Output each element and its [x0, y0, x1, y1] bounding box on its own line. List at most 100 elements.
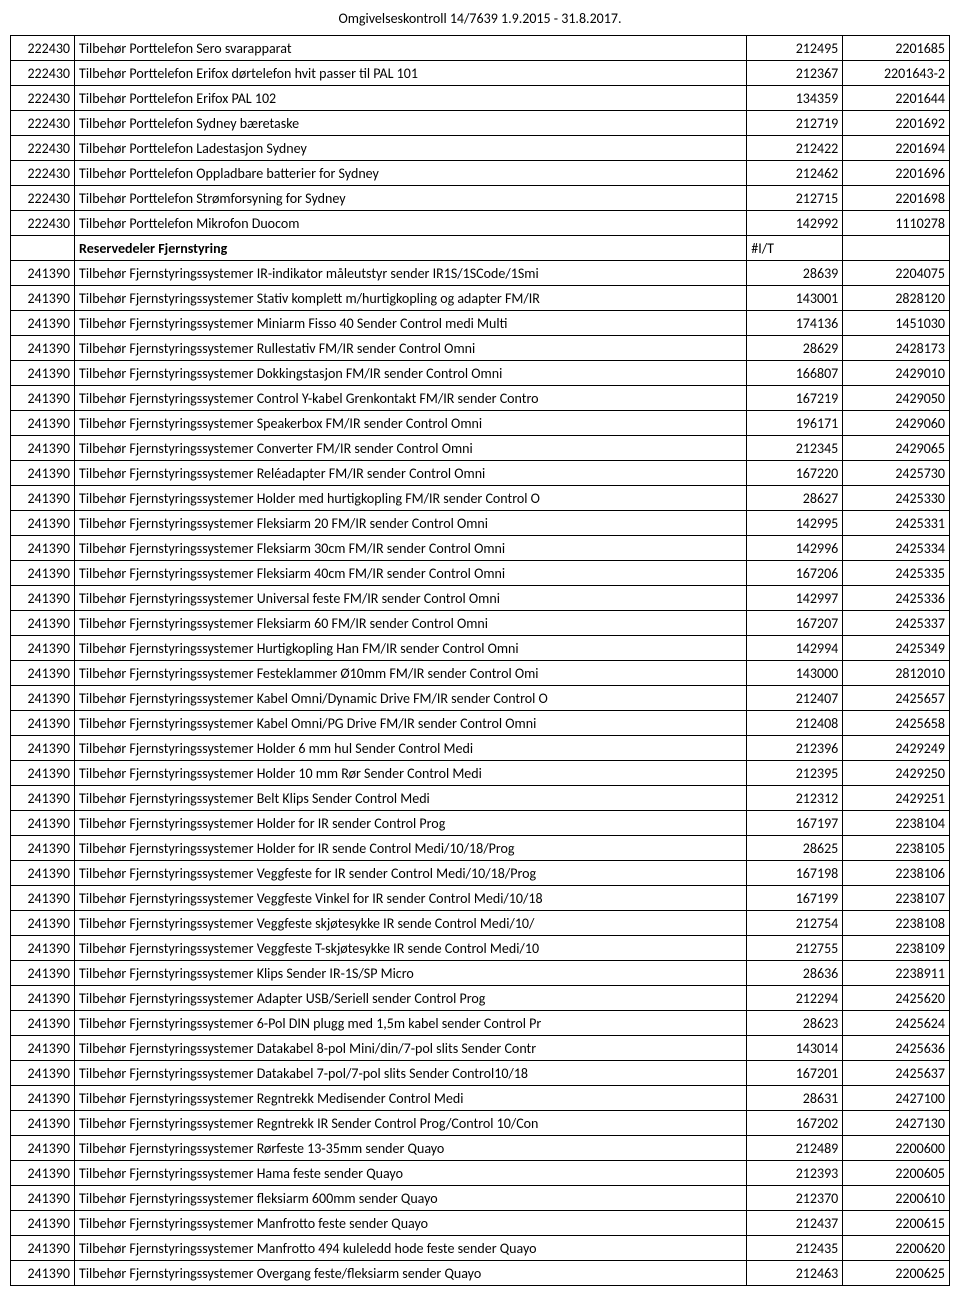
- cell-code1: 222430: [11, 36, 75, 61]
- cell-description: Tilbehør Porttelefon Erifox PAL 102: [75, 86, 747, 111]
- table-row: 222430Tilbehør Porttelefon Ladestasjon S…: [11, 136, 950, 161]
- page-title: Omgivelseskontroll 14/7639 1.9.2015 - 31…: [0, 0, 960, 35]
- cell-code1: 241390: [11, 1036, 75, 1061]
- cell-code2: 142992: [747, 211, 843, 236]
- table-row: 241390Tilbehør Fjernstyringssystemer Hur…: [11, 636, 950, 661]
- table-row: 222430Tilbehør Porttelefon Sydney bæreta…: [11, 111, 950, 136]
- cell-code1: 241390: [11, 861, 75, 886]
- cell-code3: 2812010: [843, 661, 950, 686]
- cell-code1: 222430: [11, 161, 75, 186]
- cell-description: Tilbehør Fjernstyringssystemer Holder fo…: [75, 811, 747, 836]
- table-row: 241390Tilbehør Fjernstyringssystemer Kli…: [11, 961, 950, 986]
- cell-description: Tilbehør Fjernstyringssystemer Dokkingst…: [75, 361, 747, 386]
- cell-code2: 212437: [747, 1211, 843, 1236]
- cell-code1: 241390: [11, 261, 75, 286]
- cell-description: Tilbehør Fjernstyringssystemer Holder me…: [75, 486, 747, 511]
- cell-code3: 2238104: [843, 811, 950, 836]
- cell-code3: 2425657: [843, 686, 950, 711]
- cell-code3: 2200615: [843, 1211, 950, 1236]
- cell-description: Tilbehør Porttelefon Mikrofon Duocom: [75, 211, 747, 236]
- cell-code3: 2238911: [843, 961, 950, 986]
- cell-code3: 2201643-2: [843, 61, 950, 86]
- cell-code1: 241390: [11, 686, 75, 711]
- table-row: 241390Tilbehør Fjernstyringssystemer Spe…: [11, 411, 950, 436]
- cell-code2: 167199: [747, 886, 843, 911]
- table-row: 241390Tilbehør Fjernstyringssystemer Hol…: [11, 811, 950, 836]
- cell-code3: 1451030: [843, 311, 950, 336]
- cell-code1: 241390: [11, 436, 75, 461]
- cell-description: Tilbehør Fjernstyringssystemer Fleksiarm…: [75, 611, 747, 636]
- cell-code3: 2201685: [843, 36, 950, 61]
- cell-code1: 241390: [11, 711, 75, 736]
- cell-description: Tilbehør Fjernstyringssystemer Universal…: [75, 586, 747, 611]
- cell-code2: 167201: [747, 1061, 843, 1086]
- cell-code1: 241390: [11, 311, 75, 336]
- cell-description: Tilbehør Fjernstyringssystemer Rullestat…: [75, 336, 747, 361]
- cell-description: Tilbehør Fjernstyringssystemer Reléadapt…: [75, 461, 747, 486]
- cell-description: Tilbehør Fjernstyringssystemer Holder 6 …: [75, 736, 747, 761]
- table-row: 241390Tilbehør Fjernstyringssystemer Veg…: [11, 936, 950, 961]
- table-row: Reservedeler Fjernstyring#I/T: [11, 236, 950, 261]
- cell-code2: 167220: [747, 461, 843, 486]
- table-row: 241390Tilbehør Fjernstyringssystemer Veg…: [11, 911, 950, 936]
- cell-code1: 222430: [11, 111, 75, 136]
- cell-code2: 28627: [747, 486, 843, 511]
- cell-code1: 241390: [11, 936, 75, 961]
- cell-code3: [843, 236, 950, 261]
- cell-code3: 2828120: [843, 286, 950, 311]
- cell-description: Tilbehør Fjernstyringssystemer Speakerbo…: [75, 411, 747, 436]
- cell-code3: 1110278: [843, 211, 950, 236]
- cell-code1: 241390: [11, 986, 75, 1011]
- cell-code3: 2200605: [843, 1161, 950, 1186]
- cell-description: Tilbehør Fjernstyringssystemer Holder 10…: [75, 761, 747, 786]
- cell-code3: 2201644: [843, 86, 950, 111]
- cell-description: Tilbehør Fjernstyringssystemer 6-Pol DIN…: [75, 1011, 747, 1036]
- cell-description: Tilbehør Fjernstyringssystemer Veggfeste…: [75, 861, 747, 886]
- cell-code1: 241390: [11, 511, 75, 536]
- cell-description: Tilbehør Porttelefon Strømforsyning for …: [75, 186, 747, 211]
- cell-code2: 212422: [747, 136, 843, 161]
- cell-code2: #I/T: [747, 236, 843, 261]
- cell-code2: 28623: [747, 1011, 843, 1036]
- cell-code1: 241390: [11, 786, 75, 811]
- cell-code2: 212715: [747, 186, 843, 211]
- cell-description: Tilbehør Fjernstyringssystemer Klips Sen…: [75, 961, 747, 986]
- table-row: 241390Tilbehør Fjernstyringssystemer Bel…: [11, 786, 950, 811]
- cell-code2: 28625: [747, 836, 843, 861]
- table-row: 241390Tilbehør Fjernstyringssystemer Fes…: [11, 661, 950, 686]
- cell-code3: 2425620: [843, 986, 950, 1011]
- cell-description: Tilbehør Fjernstyringssystemer Kabel Omn…: [75, 711, 747, 736]
- table-row: 241390Tilbehør Fjernstyringssystemer Fle…: [11, 611, 950, 636]
- cell-code2: 166807: [747, 361, 843, 386]
- cell-code2: 174136: [747, 311, 843, 336]
- cell-code2: 212435: [747, 1236, 843, 1261]
- table-row: 241390Tilbehør Fjernstyringssystemer fle…: [11, 1186, 950, 1211]
- cell-code3: 2425636: [843, 1036, 950, 1061]
- table-row: 222430Tilbehør Porttelefon Erifox PAL 10…: [11, 86, 950, 111]
- cell-code3: 2425330: [843, 486, 950, 511]
- cell-code1: 241390: [11, 1011, 75, 1036]
- table-row: 241390Tilbehør Fjernstyringssystemer Veg…: [11, 886, 950, 911]
- table-row: 241390Tilbehør Fjernstyringssystemer Rør…: [11, 1136, 950, 1161]
- cell-code1: 241390: [11, 411, 75, 436]
- cell-description: Tilbehør Fjernstyringssystemer Regntrekk…: [75, 1086, 747, 1111]
- cell-code1: 222430: [11, 186, 75, 211]
- table-row: 241390Tilbehør Fjernstyringssystemer Kab…: [11, 686, 950, 711]
- cell-code3: 2425349: [843, 636, 950, 661]
- cell-description: Tilbehør Fjernstyringssystemer Festeklam…: [75, 661, 747, 686]
- table-row: 241390Tilbehør Fjernstyringssystemer Con…: [11, 386, 950, 411]
- cell-code3: 2429251: [843, 786, 950, 811]
- cell-code3: 2200620: [843, 1236, 950, 1261]
- cell-code2: 212408: [747, 711, 843, 736]
- cell-code3: 2238108: [843, 911, 950, 936]
- cell-code3: 2425730: [843, 461, 950, 486]
- cell-description: Tilbehør Porttelefon Oppladbare batterie…: [75, 161, 747, 186]
- cell-code1: 241390: [11, 811, 75, 836]
- cell-code1: 241390: [11, 1086, 75, 1111]
- table-row: 241390Tilbehør Fjernstyringssystemer Veg…: [11, 861, 950, 886]
- cell-description: Tilbehør Fjernstyringssystemer Kabel Omn…: [75, 686, 747, 711]
- table-row: 241390Tilbehør Fjernstyringssystemer Reg…: [11, 1086, 950, 1111]
- cell-description: Tilbehør Fjernstyringssystemer Hurtigkop…: [75, 636, 747, 661]
- table-row: 241390Tilbehør Fjernstyringssystemer Fle…: [11, 561, 950, 586]
- table-row: 241390Tilbehør Fjernstyringssystemer Ove…: [11, 1261, 950, 1286]
